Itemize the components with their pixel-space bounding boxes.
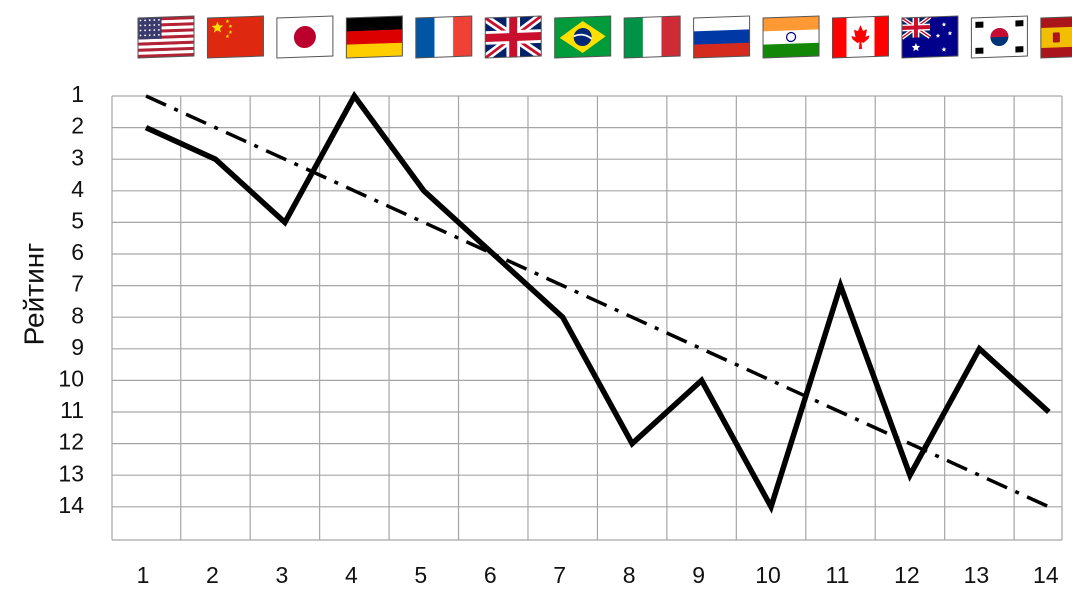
x-tick-label: 10	[755, 562, 781, 588]
flag-italy-icon	[623, 15, 681, 59]
x-tick-label: 1	[137, 562, 150, 588]
y-tick-label: 3	[71, 144, 84, 170]
y-tick-label: 12	[58, 429, 84, 455]
x-tick-label: 12	[894, 562, 920, 588]
x-tick-label: 14	[1033, 562, 1059, 588]
y-tick-label: 6	[71, 239, 84, 265]
y-tick-label: 8	[71, 302, 84, 328]
x-tick-label: 11	[826, 562, 850, 588]
x-tick-label: 6	[484, 562, 497, 588]
x-tick-label: 3	[276, 562, 289, 588]
y-tick-label: 7	[71, 271, 84, 297]
y-tick-label: 5	[71, 207, 84, 233]
x-tick-label: 13	[964, 562, 990, 588]
x-axis-ticks: 1 2 3 4 5 6 7 8 9 10 11 12 13 14	[137, 562, 1059, 588]
flag-spain-icon	[1040, 15, 1072, 59]
grid	[111, 95, 1063, 541]
flag-usa-icon	[137, 15, 195, 59]
y-tick-label: 1	[71, 81, 84, 107]
x-tick-label: 8	[623, 562, 636, 588]
x-tick-label: 2	[206, 562, 219, 588]
flag-uk-icon	[484, 15, 542, 59]
x-tick-label: 7	[553, 562, 566, 588]
flag-russia-icon	[693, 15, 751, 59]
x-tick-label: 5	[414, 562, 427, 588]
y-tick-label: 4	[71, 176, 84, 202]
flag-japan-icon	[276, 15, 334, 59]
x-tick-label: 4	[345, 562, 358, 588]
y-axis-label: Рейтинг	[18, 243, 49, 346]
series-line-solid	[144, 90, 1051, 514]
series-line-dashdot	[145, 94, 1050, 509]
flag-australia-icon	[901, 15, 959, 59]
series-layer	[144, 90, 1051, 514]
flag-row	[137, 15, 1072, 59]
flag-germany-icon	[345, 15, 403, 59]
flag-china-icon	[206, 15, 264, 59]
y-tick-label: 10	[58, 365, 84, 391]
y-tick-label: 9	[71, 334, 84, 360]
flag-canada-icon	[832, 15, 889, 59]
flag-india-icon	[762, 15, 820, 59]
flag-france-icon	[415, 15, 473, 59]
x-tick-label: 9	[692, 562, 705, 588]
y-tick-label: 13	[58, 460, 84, 486]
flag-brazil-icon	[554, 15, 612, 59]
y-tick-label: 11	[60, 397, 84, 423]
y-tick-label: 2	[71, 113, 84, 139]
y-tick-label: 14	[58, 492, 84, 518]
flag-south-korea-icon	[970, 15, 1028, 59]
